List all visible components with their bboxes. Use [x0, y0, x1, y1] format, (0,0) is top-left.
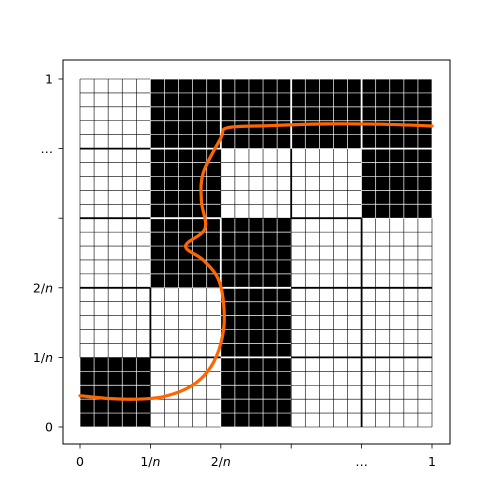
grid-block [290, 287, 362, 358]
grid-block [150, 217, 222, 289]
grid-block [361, 148, 433, 219]
y-tick-label: 2/n [33, 280, 53, 295]
grid-block [220, 148, 292, 219]
y-tick-label: 0 [45, 420, 53, 435]
grid-block [361, 357, 433, 428]
grid-block [290, 357, 362, 428]
x-tick-label: 1 [428, 454, 436, 469]
grid-block [290, 217, 362, 289]
grid-block [79, 78, 151, 149]
grid-block [361, 78, 433, 149]
block-grid [79, 78, 433, 428]
y-tick-label: … [41, 141, 54, 156]
grid-block [220, 217, 292, 289]
plot-frame [62, 59, 451, 445]
y-tick-label: 1/n [33, 350, 53, 365]
block-boundaries [80, 79, 432, 427]
grid-block [150, 287, 222, 358]
grid-block [150, 357, 222, 428]
grid-block [220, 357, 292, 428]
grid-block [79, 357, 151, 428]
x-tick-label: 1/n [140, 454, 160, 469]
grid-block [290, 78, 362, 149]
grid-block [79, 148, 151, 219]
grid-block [290, 148, 362, 219]
x-tick-label: 2/n [211, 454, 231, 469]
grid-block [79, 287, 151, 358]
y-tick-label: 1 [45, 72, 53, 87]
orange-curve [78, 122, 434, 401]
x-tick-label: 0 [76, 454, 84, 469]
grid-block [150, 78, 222, 149]
grid-block [361, 287, 433, 358]
axis-ticks: 0 1/n 2/n … 1 0 1/n 2/n … 1 [33, 72, 436, 470]
grid-block [361, 217, 433, 289]
grid-block [220, 287, 292, 358]
grid-block [220, 78, 292, 149]
x-tick-label: … [355, 454, 368, 469]
grid-block [79, 217, 151, 289]
